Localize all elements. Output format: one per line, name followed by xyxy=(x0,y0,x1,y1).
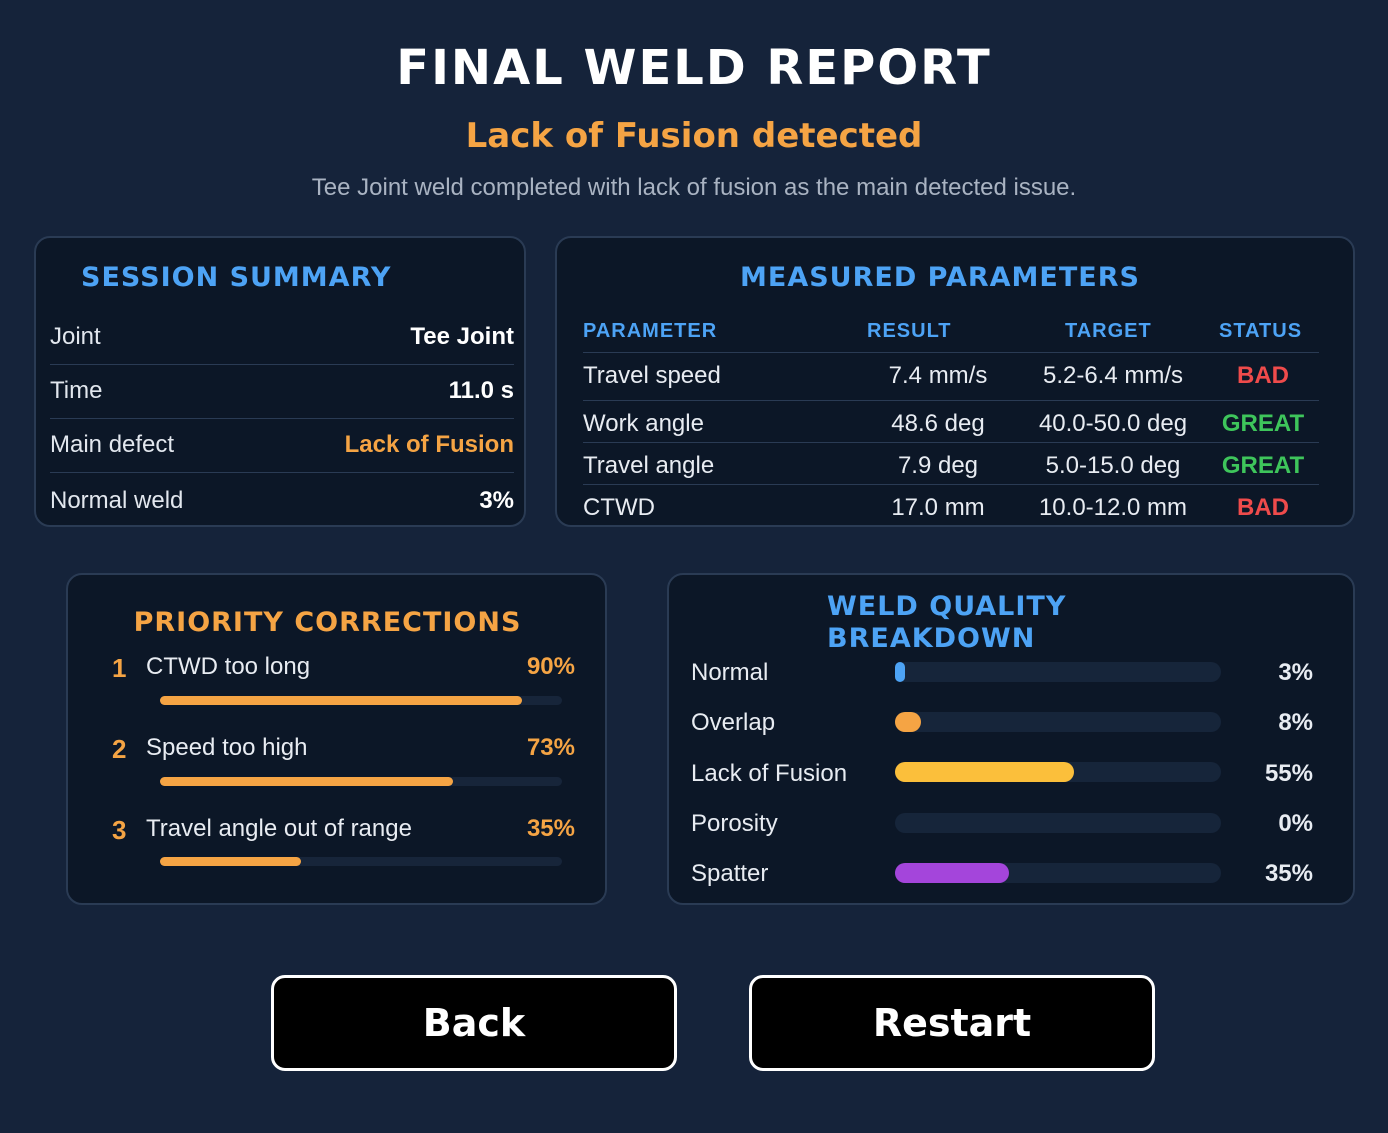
table-row: Work angle 48.6 deg 40.0-50.0 deg GREAT xyxy=(583,400,1319,441)
priority-corrections-title: PRIORITY CORRECTIONS xyxy=(133,607,522,638)
report-description: Tee Joint weld completed with lack of fu… xyxy=(311,174,1077,201)
correction-percent: 35% xyxy=(526,815,575,842)
quality-percent: 8% xyxy=(1278,709,1313,736)
quality-label: Overlap xyxy=(691,709,776,736)
report-title: FINAL WELD REPORT xyxy=(396,40,992,96)
summary-key: Main defect xyxy=(50,431,175,458)
priority-corrections-panel: PRIORITY CORRECTIONS 1 CTWD too long 90%… xyxy=(66,573,607,905)
correction-rank: 1 xyxy=(112,653,127,683)
back-button[interactable]: Back xyxy=(271,975,677,1071)
quality-bar-track xyxy=(895,662,1221,682)
param-name: Work angle xyxy=(583,410,704,437)
summary-row-normal-weld: Normal weld 3% xyxy=(50,473,514,528)
summary-value: 3% xyxy=(479,486,514,514)
correction-percent: 90% xyxy=(526,653,575,680)
param-status: GREAT xyxy=(1221,410,1305,437)
quality-bar-track xyxy=(895,813,1221,833)
param-target: 40.0-50.0 deg xyxy=(1038,410,1188,437)
measured-parameters-title: MEASURED PARAMETERS xyxy=(740,262,1140,293)
quality-label: Spatter xyxy=(691,860,769,887)
param-status: GREAT xyxy=(1221,452,1305,479)
report-subtitle: Lack of Fusion detected xyxy=(465,116,923,156)
correction-rank: 3 xyxy=(112,815,127,845)
column-header-status: STATUS xyxy=(1219,320,1303,342)
param-name: CTWD xyxy=(583,494,655,521)
param-result: 48.6 deg xyxy=(891,410,985,437)
param-name: Travel angle xyxy=(583,452,715,479)
correction-bar-fill xyxy=(160,696,522,705)
weld-quality-title: WELD QUALITY BREAKDOWN xyxy=(827,591,1066,655)
correction-label: CTWD too long xyxy=(146,653,311,680)
summary-value: Tee Joint xyxy=(410,323,514,350)
quality-bar-track xyxy=(895,863,1221,883)
session-summary-title: SESSION SUMMARY xyxy=(81,262,392,293)
quality-bar-track xyxy=(895,712,1221,732)
measured-parameters-panel: MEASURED PARAMETERS PARAMETER RESULT TAR… xyxy=(555,236,1355,527)
param-name: Travel speed xyxy=(583,362,721,389)
quality-bar-fill xyxy=(895,712,922,732)
correction-rank: 2 xyxy=(112,734,127,764)
correction-bar-fill xyxy=(160,857,301,866)
quality-label: Lack of Fusion xyxy=(691,760,848,787)
weld-quality-title-line2: BREAKDOWN xyxy=(827,623,1036,654)
summary-value: 11.0 s xyxy=(448,377,514,404)
quality-bar-fill xyxy=(895,863,1010,883)
table-row: Travel speed 7.4 mm/s 5.2-6.4 mm/s BAD xyxy=(583,352,1319,393)
weld-quality-title-line1: WELD QUALITY xyxy=(827,591,1067,622)
quality-percent: 3% xyxy=(1278,659,1313,686)
quality-percent: 0% xyxy=(1278,810,1313,837)
param-status: BAD xyxy=(1237,494,1289,521)
correction-percent: 73% xyxy=(526,734,575,761)
correction-bar-fill xyxy=(160,777,454,786)
quality-bar-fill xyxy=(895,762,1075,782)
param-result: 7.4 mm/s xyxy=(888,362,988,389)
quality-bar-fill xyxy=(895,662,905,682)
summary-row-main-defect: Main defect Lack of Fusion xyxy=(50,418,514,473)
quality-label: Porosity xyxy=(691,810,778,837)
param-target: 10.0-12.0 mm xyxy=(1038,494,1188,521)
weld-quality-panel: WELD QUALITY BREAKDOWN Normal 3% Overlap… xyxy=(667,573,1355,905)
table-row: Travel angle 7.9 deg 5.0-15.0 deg GREAT xyxy=(583,442,1319,483)
correction-bar-track xyxy=(160,857,562,866)
summary-key: Time xyxy=(50,377,103,404)
param-result: 17.0 mm xyxy=(891,494,985,521)
summary-key: Joint xyxy=(50,323,101,350)
quality-percent: 55% xyxy=(1264,760,1313,787)
param-target: 5.2-6.4 mm/s xyxy=(1042,362,1184,389)
column-header-parameter: PARAMETER xyxy=(583,320,718,342)
param-result: 7.9 deg xyxy=(897,452,979,479)
restart-button[interactable]: Restart xyxy=(749,975,1155,1071)
param-target: 5.0-15.0 deg xyxy=(1045,452,1181,479)
quality-bar-track xyxy=(895,762,1221,782)
correction-bar-track xyxy=(160,696,562,705)
quality-label: Normal xyxy=(691,659,769,686)
column-header-target: TARGET xyxy=(1065,320,1152,342)
correction-bar-track xyxy=(160,777,562,786)
summary-key: Normal weld xyxy=(50,486,184,514)
quality-percent: 35% xyxy=(1264,860,1313,887)
column-header-result: RESULT xyxy=(867,320,952,342)
table-row: CTWD 17.0 mm 10.0-12.0 mm BAD xyxy=(583,484,1319,525)
summary-value: Lack of Fusion xyxy=(344,431,514,458)
correction-label: Travel angle out of range xyxy=(146,815,412,842)
session-summary-panel: SESSION SUMMARY Joint Tee Joint Time 11.… xyxy=(34,236,526,527)
summary-row-joint: Joint Tee Joint xyxy=(50,310,514,365)
correction-label: Speed too high xyxy=(146,734,308,761)
param-status: BAD xyxy=(1237,362,1289,389)
summary-row-time: Time 11.0 s xyxy=(50,364,514,419)
